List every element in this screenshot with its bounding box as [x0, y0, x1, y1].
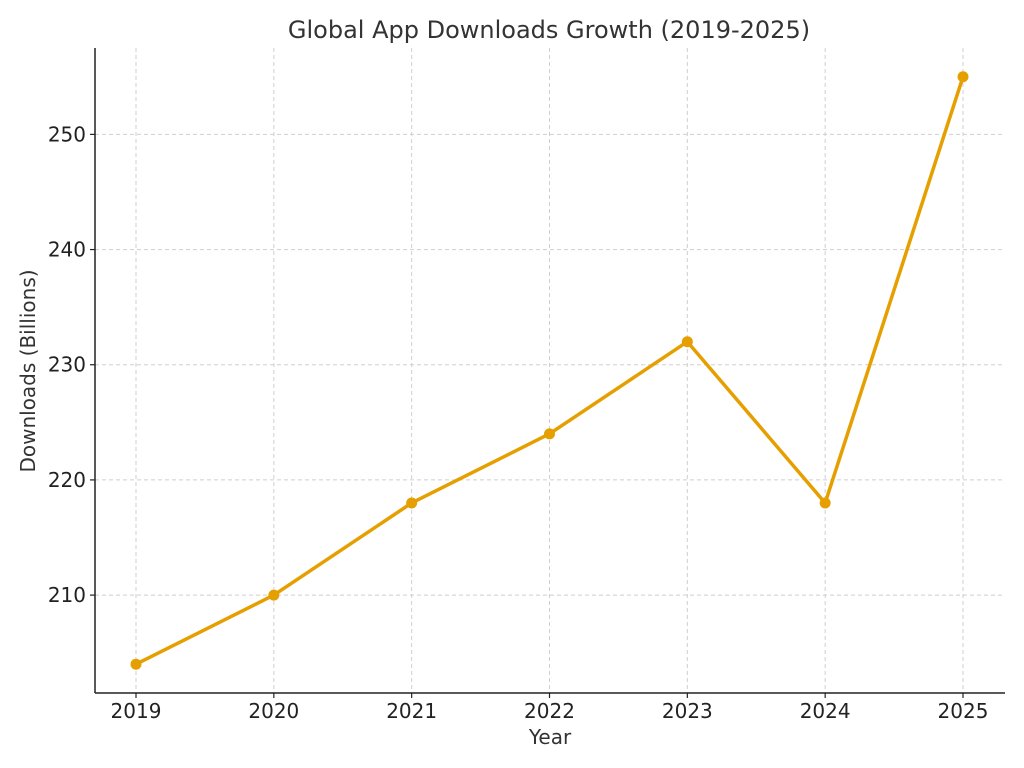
- x-axis-label: Year: [528, 725, 572, 749]
- data-point: [681, 336, 693, 348]
- y-tick-label: 230: [48, 353, 86, 377]
- data-point: [268, 589, 280, 601]
- x-tick-labels: 2019 2020 2021 2022 2023 2024 2025: [111, 693, 989, 723]
- x-tick-label: 2020: [248, 699, 299, 723]
- chart-title: Global App Downloads Growth (2019-2025): [288, 16, 810, 44]
- y-tick-labels: 210 220 230 240 250: [48, 122, 95, 607]
- y-tick-label: 210: [48, 583, 86, 607]
- data-point: [130, 658, 142, 670]
- y-tick-label: 220: [48, 468, 86, 492]
- data-point: [957, 71, 969, 83]
- x-tick-label: 2021: [386, 699, 437, 723]
- data-point: [819, 497, 831, 509]
- y-tick-label: 250: [48, 122, 86, 146]
- x-tick-label: 2022: [524, 699, 575, 723]
- x-tick-label: 2019: [111, 699, 162, 723]
- x-tick-label: 2024: [800, 699, 851, 723]
- grid: [95, 48, 1005, 693]
- series: [130, 71, 969, 670]
- y-tick-label: 240: [48, 238, 86, 262]
- x-tick-label: 2025: [938, 699, 989, 723]
- x-tick-label: 2023: [662, 699, 713, 723]
- data-point: [406, 497, 418, 509]
- data-point: [544, 428, 555, 440]
- y-axis-label: Downloads (Billions): [16, 269, 40, 472]
